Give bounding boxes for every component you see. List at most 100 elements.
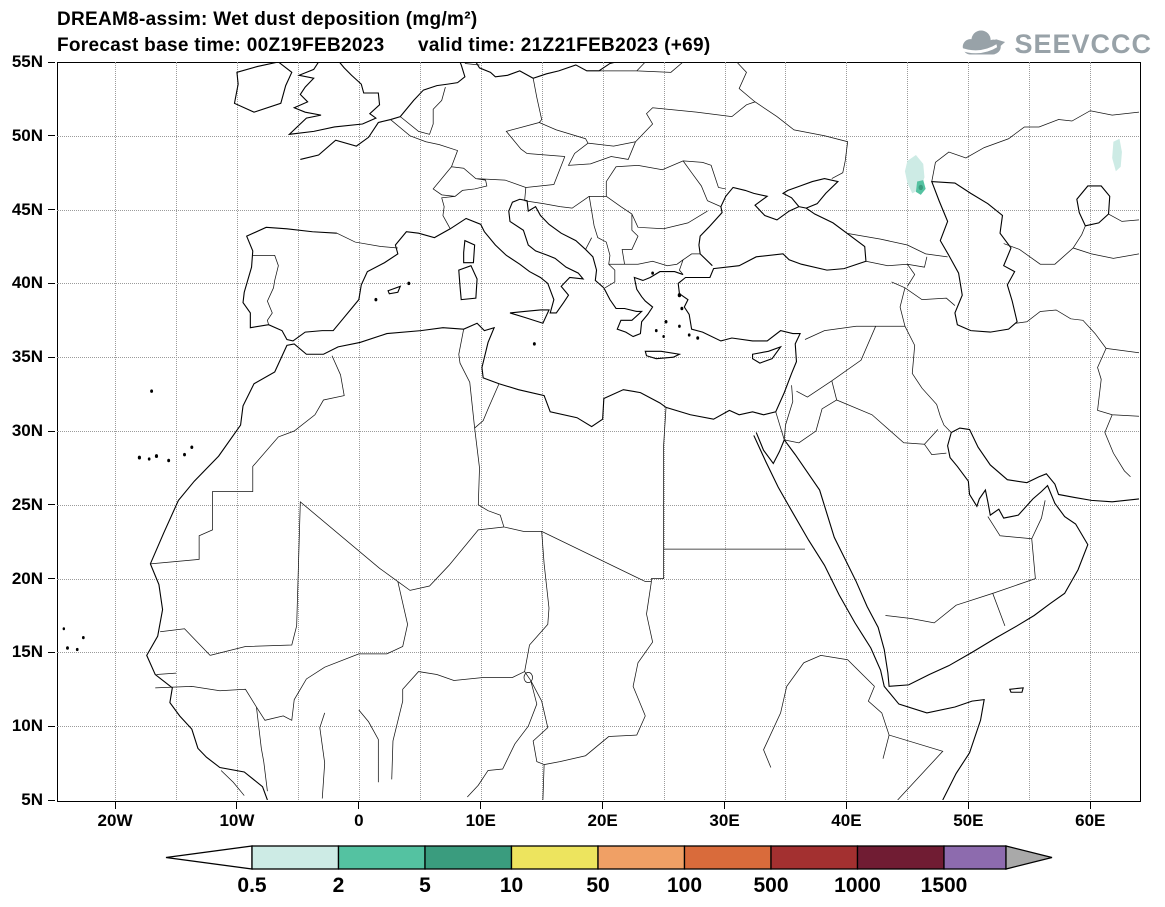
colorbar-tick-label: 1500: [920, 874, 968, 897]
island-corsica: [464, 241, 475, 263]
deposition-patch: [1112, 138, 1122, 172]
colorbar-cell: [597, 845, 686, 870]
colorbar-cell: [510, 845, 599, 870]
colorbar-cell: [337, 845, 426, 870]
borders-iberia: [253, 233, 398, 325]
coastline-sea-of-azov: [783, 179, 838, 209]
island-cyprus: [753, 347, 781, 363]
island-sicily: [510, 310, 549, 323]
lon-tick-label: 10E: [465, 811, 496, 830]
gridline: [57, 726, 1139, 728]
coastline-iran-south: [951, 428, 1139, 502]
borders-central-east-africa: [467, 655, 942, 800]
cloud-arrow-icon: [957, 26, 1007, 63]
colorbar-cell: [770, 845, 859, 870]
borders-west-europe: [391, 63, 565, 228]
small-islands: [62, 271, 700, 652]
colorbar-cell-over: [943, 845, 1007, 870]
colorbar-tick-label: 1000: [834, 874, 881, 897]
lon-tick-label: 20E: [587, 811, 618, 830]
lon-tick: [967, 802, 969, 809]
lat-tick-label: 5N: [21, 790, 43, 809]
seevccc-logo: SEEVCCC: [957, 26, 1152, 63]
borders-central-europe: [506, 62, 683, 165]
lon-tick: [845, 802, 847, 809]
lat-tick-label: 25N: [11, 494, 43, 514]
lat-tick-label: 15N: [11, 642, 43, 662]
lat-tick-label: 35N: [11, 347, 43, 367]
lat-tick-label: 10N: [11, 716, 43, 736]
map: [62, 62, 1139, 800]
lon-tick-label: 40E: [831, 811, 862, 830]
coastline-arabia: [784, 432, 1088, 686]
colorbar-tick-label: 500: [753, 874, 789, 897]
borders-iran-east-centralasia: [1004, 214, 1139, 477]
lat-tick: [48, 135, 55, 137]
lat-tick: [48, 799, 55, 801]
coastline-ireland: [234, 62, 291, 112]
chart-title: DREAM8-assim: Wet dust deposition (mg/m²…: [57, 9, 478, 30]
colorbar-cell: [856, 845, 945, 870]
borders-turkey-iraq-iran: [776, 326, 952, 440]
lat-tick: [48, 430, 55, 432]
lon-tick: [236, 802, 238, 809]
chart-subtitle: Forecast base time: 00Z19FEB2023 valid t…: [57, 35, 711, 56]
island-mallorca: [388, 286, 400, 293]
lat-tick: [48, 504, 55, 506]
coastline-sinai: [756, 432, 784, 463]
deposition-patch: [918, 184, 923, 191]
gridline: [57, 135, 1139, 137]
island-crete: [645, 351, 679, 358]
colorbar-left-arrow: [165, 845, 253, 870]
lat-tick-label: 55N: [11, 52, 43, 71]
colorbar-right-arrow: [1005, 845, 1053, 870]
island-sardinia: [459, 266, 477, 300]
lon-tick-label: 30E: [709, 811, 740, 830]
colorbar-tick-label: 2: [332, 874, 345, 897]
lat-tick-label: 45N: [11, 199, 43, 219]
caspian-sea: [932, 182, 1017, 333]
lake-chad: [524, 672, 533, 682]
colorbar-tick-label: 100: [666, 874, 703, 897]
coastline-africa-levant-blacksea: [147, 187, 866, 800]
colorbar-tick-label: 50: [586, 874, 610, 897]
lat-tick: [48, 282, 55, 284]
lon-tick: [724, 802, 726, 809]
borders-caucasus-kazakh: [846, 111, 1139, 326]
gridline: [57, 283, 1139, 285]
lon-tick-label: 60E: [1075, 811, 1106, 830]
colorbar-cell: [683, 845, 772, 870]
colorbar-tick-label: 10: [499, 874, 524, 897]
lon-tick-label: 20W: [97, 811, 133, 830]
map-frame: [57, 62, 1141, 802]
borders-arabia: [784, 381, 1045, 626]
lon-tick: [114, 802, 116, 809]
borders-east-europe: [636, 62, 848, 207]
gridline: [57, 357, 1139, 359]
lon-tick: [480, 802, 482, 809]
lat-tick-label: 40N: [11, 273, 43, 293]
lon-tick: [602, 802, 604, 809]
gridline: [57, 504, 1139, 506]
lat-tick: [48, 61, 55, 63]
lat-tick: [48, 725, 55, 727]
lon-tick-label: 10W: [219, 811, 255, 830]
borders-northwest-africa: [150, 356, 504, 656]
aral-sea: [1077, 186, 1110, 226]
coastline-great-britain: [289, 62, 379, 134]
lat-tick-label: 20N: [11, 568, 43, 588]
gridline: [57, 209, 1139, 211]
lat-tick: [48, 356, 55, 358]
lat-tick-label: 50N: [11, 125, 43, 145]
lat-tick-label: 30N: [11, 421, 43, 440]
gridline: [57, 652, 1139, 654]
lon-tick: [1089, 802, 1091, 809]
island-socotra: [1010, 688, 1023, 692]
colorbar-cell: [424, 845, 513, 870]
borders-libya-egypt-sudan: [459, 329, 805, 716]
borders-balkans: [525, 165, 708, 288]
lat-tick: [48, 651, 55, 653]
lon-tick-label: 0: [354, 811, 364, 830]
lon-tick: [358, 802, 360, 809]
